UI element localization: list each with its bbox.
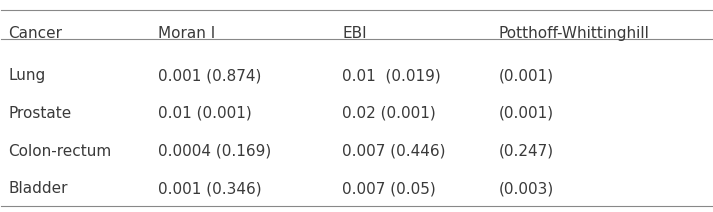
Text: 0.01  (0.019): 0.01 (0.019): [342, 68, 441, 83]
Text: 0.02 (0.001): 0.02 (0.001): [342, 106, 436, 121]
Text: 0.0004 (0.169): 0.0004 (0.169): [158, 144, 271, 159]
Text: Moran I: Moran I: [158, 26, 215, 42]
Text: 0.001 (0.874): 0.001 (0.874): [158, 68, 261, 83]
Text: (0.001): (0.001): [498, 106, 554, 121]
Text: (0.001): (0.001): [498, 68, 554, 83]
Text: Potthoff-Whittinghill: Potthoff-Whittinghill: [498, 26, 650, 42]
Text: Lung: Lung: [9, 68, 46, 83]
Text: 0.007 (0.446): 0.007 (0.446): [342, 144, 446, 159]
Text: Prostate: Prostate: [9, 106, 72, 121]
Text: Colon-rectum: Colon-rectum: [9, 144, 112, 159]
Text: 0.001 (0.346): 0.001 (0.346): [158, 181, 261, 196]
Text: (0.003): (0.003): [498, 181, 554, 196]
Text: Cancer: Cancer: [9, 26, 63, 42]
Text: Bladder: Bladder: [9, 181, 68, 196]
Text: 0.01 (0.001): 0.01 (0.001): [158, 106, 252, 121]
Text: EBI: EBI: [342, 26, 367, 42]
Text: 0.007 (0.05): 0.007 (0.05): [342, 181, 436, 196]
Text: (0.247): (0.247): [498, 144, 554, 159]
